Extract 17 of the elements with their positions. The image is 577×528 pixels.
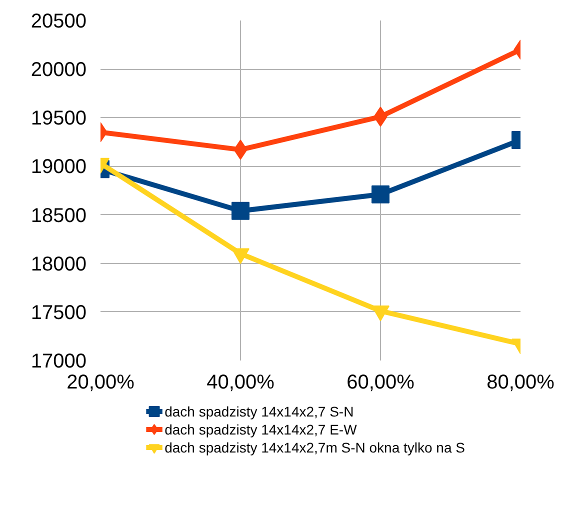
point [372, 306, 390, 322]
legend-label: dach spadzisty 14x14x2,7 S-N [164, 404, 354, 420]
y-tick-label: 19000 [30, 156, 87, 178]
y-tick-label: 20000 [30, 59, 87, 82]
x-tick-label: 40,00% [206, 372, 275, 394]
x-tick-label: 80,00% [486, 372, 555, 394]
y-tick-label: 17500 [30, 302, 87, 324]
y-tick-label: 17000 [30, 350, 87, 372]
y-tick-label: 19500 [30, 108, 87, 130]
x-tick-label: 60,00% [346, 372, 415, 394]
y-tick-label: 18500 [30, 204, 87, 227]
y-tick-label: 18000 [30, 253, 87, 276]
y-tick-label: 20500 [30, 10, 87, 32]
legend-label: dach spadzisty 14x14x2,7 E-W [164, 422, 358, 438]
legend-label: dach spadzisty 14x14x2,7m S-N okna tylko na S [164, 440, 465, 456]
x-tick-label: 20,00% [66, 372, 135, 394]
point [232, 248, 250, 264]
